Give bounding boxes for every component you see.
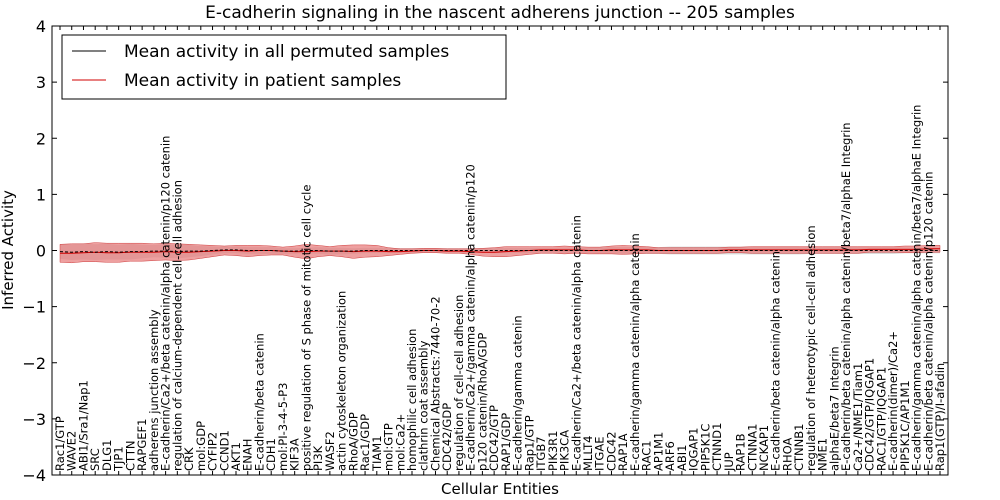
x-tick-label: mol:GTP [382,423,396,471]
x-tick-label: mol:GDP [194,421,208,471]
x-tick-label: ABI1/Sra1/Nap1 [77,380,91,471]
x-tick-label: clathrin coat assembly [417,340,431,471]
x-tick-label: WAVE2 [65,431,79,471]
x-tick-label: DLG1 [100,440,114,472]
x-tick-label: PIP5K1C [698,424,712,471]
x-tick-label: CDH1 [264,438,278,471]
y-tick-label: −1 [22,298,46,317]
x-tick-label: PIK3R1 [546,431,560,472]
x-tick-label: SRC [88,448,102,471]
x-tick-label: CDC42/GDP [440,403,454,471]
x-tick-label: E-cadherin/Ca2+/beta catenin/alpha caten… [569,215,583,471]
x-tick-label: E-cadherin/gamma catenin [511,315,525,471]
x-tick-label: KIF3A [288,438,302,471]
permuted-series-line [59,249,940,253]
x-tick-label: positive regulation of S phase of mitoti… [299,185,313,471]
legend-patient-label: Mean activity in patient samples [124,71,401,91]
y-axis-label: Inferred Activity [0,190,17,310]
x-tick-label: E-cadherin/gamma catenin/alpha catenin/b… [910,105,924,471]
x-tick-label: E-cadherin/Ca2+/beta catenin/alpha caten… [159,136,173,471]
x-tick-label: RAC1 [640,440,654,471]
x-tick-label: CCND1 [217,430,231,471]
x-tick-label: E-cadherin/Ca2+/gamma catenin/alpha cate… [464,164,478,471]
x-axis-label: Cellular Entities [441,480,559,498]
x-tick-label: E-cadherin/gamma catenin/alpha catenin [628,233,642,471]
x-tick-label: actin cytoskeleton organization [335,291,349,471]
x-tick-label: Chemical Abstracts:7440-70-2 [429,296,443,471]
x-tick-label: E-cadherin/beta catenin/alpha catenin/be… [839,122,853,471]
x-tick-label: IQGAP1 [687,428,701,471]
y-tick-label: 2 [36,129,46,148]
chart-title: E-cadherin signaling in the nascent adhe… [205,3,795,23]
x-tick-label: E-cadherin(dimer)/Ca2+ [886,331,900,471]
x-tick-label: regulation of calcium-dependent cell-cel… [170,180,184,471]
x-tick-label: TJP1 [112,446,126,472]
x-tick-label: CDC42/GTP/IQGAP1 [863,358,877,471]
x-tick-label: TIAM1 [370,435,384,472]
x-tick-label: regulation of cell-cell adhesion [452,295,466,471]
x-tick-label: Ca2+/NME1/Tiam1 [851,363,865,471]
x-tick-label: ENAH [241,439,255,471]
x-tick-label: Rap1/GTP [522,415,536,471]
legend-box [61,34,507,100]
x-tick-label: ABI1 [675,445,689,471]
x-tick-label: ARF6 [663,441,677,471]
patient-series-line [60,248,940,254]
x-tick-label: NCKAP1 [757,425,771,471]
x-tick-label: PI3K [311,445,325,471]
x-tick-label: RHOA [781,438,795,471]
x-tick-label: PIP5K1C/AP1M1 [898,380,912,471]
y-tick-label: −4 [22,466,46,485]
x-tick-label: RAPGEF1 [135,419,149,471]
x-tick-label: PIK3CA [558,430,572,471]
x-tick-label: Rap1(GTP)/I-afadin [933,363,947,471]
x-tick-label: homophilic cell adhesion [405,329,419,471]
x-tick-label: mol:PI-3-4-5-P3 [276,383,290,471]
x-tick-label: CTNNB1 [792,424,806,471]
y-tick-label: 1 [36,185,46,204]
x-tick-label: RhoA/GDP [346,412,360,471]
x-tick-label: CYFIP2 [206,432,220,471]
x-tick-label: E-cadherin/beta catenin [253,333,267,471]
x-tick-label: Rac1/GDP [358,414,372,471]
x-tick-label: RAP1A [616,433,630,471]
x-tick-label: AP1M1 [651,432,665,471]
x-tick-label: regulation of heterotypic cell-cell adhe… [804,225,818,471]
plot-area: −4 −3 −2 −1 0 1 2 3 4 Rac1/GTPWAVE2ABI1/Sra1/Nap1… [22,17,949,485]
x-tick-label: adherens junction assembly [147,309,161,471]
x-tick-label: ITGAE [593,437,607,471]
x-tick-label: RAP1/GDP [499,413,513,471]
x-tick-label: mol:Ca2+ [393,414,407,471]
y-tick-label: 3 [36,73,46,92]
x-tick-label: CTNNA1 [745,424,759,471]
x-tick-label: NME1 [816,438,830,471]
x-tick-label: CDC42/GTP [487,405,501,471]
x-tick-label: WASF2 [323,431,337,471]
y-tick-label: −2 [22,354,46,373]
x-tick-label: CTNND1 [710,423,724,471]
x-tick-label: ITGB7 [534,436,548,471]
y-tick-label: −3 [22,410,46,429]
x-tick-label: E-cadherin/beta catenin/alpha catenin [769,251,783,471]
x-tick-label: CDC42 [605,431,619,471]
x-tick-label: p120 catenin/RhoA/GDP [475,333,489,471]
x-tick-label: alphaE/beta7 Integrin [827,346,841,471]
patient-band [59,242,941,264]
x-tick-label: E-cadherin/beta catenin/alpha catenin/p1… [921,172,935,472]
x-tick-label: CTTN [123,441,137,471]
y-tick-label: 0 [36,242,46,261]
x-tick-label: AKT1 [229,442,243,471]
legend-permuted-label: Mean activity in all permuted samples [124,42,449,62]
x-tick-label: CRK [182,447,196,471]
x-tick-label: Rac1/GTP [53,416,67,471]
x-tick-label: MLLT4 [581,436,595,472]
x-tick-label: RAC1/GTP/IQGAP1 [874,367,888,471]
x-tick-label: RAP1B [734,433,748,471]
x-tick-label: JUP [722,452,736,472]
y-tick-label: 4 [36,17,46,36]
